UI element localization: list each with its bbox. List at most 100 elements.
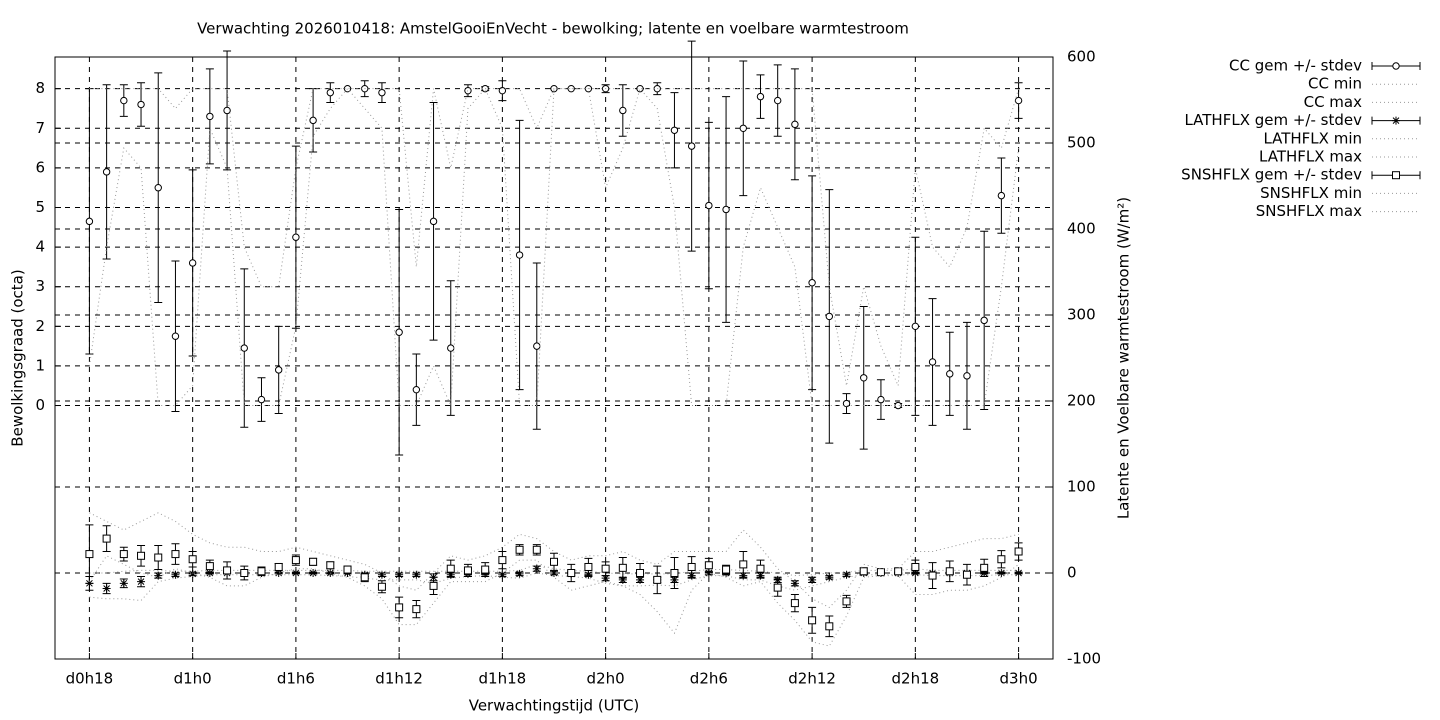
marker: [395, 328, 403, 336]
marker: [756, 92, 765, 101]
x-axis-label: Verwachtingstijd (UTC): [469, 697, 640, 715]
x-tick-label: d1h12: [375, 670, 423, 688]
marker: [842, 570, 851, 579]
marker: [137, 100, 145, 109]
legend-label: SNSHFLX min: [1260, 184, 1362, 202]
marker: [395, 570, 404, 579]
marker: [205, 562, 214, 571]
marker: [636, 569, 645, 577]
marker: [85, 550, 94, 559]
marker: [859, 567, 868, 576]
marker: [791, 120, 799, 129]
marker: [412, 570, 421, 579]
marker: [532, 564, 541, 573]
marker: [997, 555, 1006, 564]
x-tick-label: d2h18: [892, 670, 940, 688]
marker: [601, 564, 610, 573]
x-tick-label: d0h18: [66, 670, 114, 688]
marker: [653, 575, 662, 584]
plot-frame: [54, 56, 1054, 660]
marker: [790, 599, 799, 608]
marker: [704, 569, 713, 577]
marker: [257, 567, 266, 576]
marker: [188, 259, 197, 267]
marker: [945, 567, 954, 576]
marker: [739, 560, 748, 569]
marker: [550, 557, 558, 566]
marker: [808, 616, 817, 625]
marker: [790, 579, 799, 588]
y-tick-label: 3: [35, 277, 45, 295]
marker: [515, 545, 524, 554]
marker: [120, 96, 128, 105]
y2-tick-label: -100: [1067, 650, 1101, 668]
marker: [567, 569, 576, 577]
marker: [154, 571, 163, 580]
marker: [687, 562, 696, 571]
marker: [188, 569, 197, 578]
y2-tick-label: 500: [1067, 134, 1096, 152]
marker: [171, 570, 180, 579]
marker: [842, 399, 851, 408]
marker: [860, 374, 868, 382]
marker: [1392, 171, 1400, 180]
marker: [705, 201, 713, 210]
y-tick-label: 4: [35, 238, 45, 256]
y-tick-label: 5: [35, 198, 45, 216]
marker: [946, 370, 954, 378]
legend-label: SNSHFLX gem +/- stdev: [1181, 166, 1362, 184]
marker: [291, 569, 300, 577]
y2-tick-label: 300: [1067, 306, 1096, 324]
marker: [206, 112, 214, 121]
marker: [360, 573, 369, 582]
x-tick-label: d1h0: [174, 670, 212, 688]
marker: [773, 583, 782, 592]
y-axis-label: Bewolkingsgraad (octa): [9, 269, 27, 446]
marker: [877, 395, 885, 404]
y2-tick-label: 600: [1067, 48, 1096, 66]
marker: [722, 565, 731, 574]
marker: [739, 124, 747, 132]
x-tick-label: d1h6: [277, 670, 315, 688]
marker: [119, 550, 128, 559]
marker: [498, 570, 507, 579]
y2-axis-label: Latente en Voelbare warmtestroom (W/m²): [1115, 197, 1133, 519]
y2-tick-label: 200: [1067, 392, 1096, 410]
marker: [894, 567, 903, 576]
marker: [722, 205, 730, 214]
y-tick-label: 1: [35, 356, 45, 374]
marker: [205, 569, 214, 577]
marker: [481, 565, 490, 574]
y-tick-label: 8: [35, 79, 45, 97]
marker: [119, 579, 128, 588]
marker: [515, 251, 524, 259]
marker: [412, 385, 421, 394]
marker: [532, 545, 541, 554]
marker: [171, 332, 180, 340]
marker: [618, 563, 627, 572]
marker: [223, 566, 232, 575]
marker: [894, 401, 902, 410]
marker: [326, 561, 335, 570]
chart-title: Verwachting 2026010418: AmstelGooiEnVech…: [197, 20, 909, 38]
legend-label: LATHFLX gem +/- stdev: [1184, 111, 1362, 129]
marker: [102, 168, 111, 176]
series-line: [89, 88, 1020, 386]
y-tick-label: 0: [35, 396, 45, 414]
marker: [102, 584, 111, 593]
marker: [876, 568, 885, 577]
marker: [687, 142, 696, 150]
series-line: [88, 87, 1020, 407]
marker: [550, 569, 558, 577]
legend-label: CC gem +/- stdev: [1229, 57, 1362, 75]
marker: [1014, 96, 1023, 105]
marker: [102, 534, 111, 543]
marker: [619, 106, 627, 115]
marker: [601, 574, 610, 583]
marker: [274, 569, 283, 577]
marker: [429, 217, 438, 226]
marker: [756, 564, 765, 573]
marker: [377, 582, 386, 591]
marker: [137, 577, 146, 586]
marker: [377, 570, 386, 579]
